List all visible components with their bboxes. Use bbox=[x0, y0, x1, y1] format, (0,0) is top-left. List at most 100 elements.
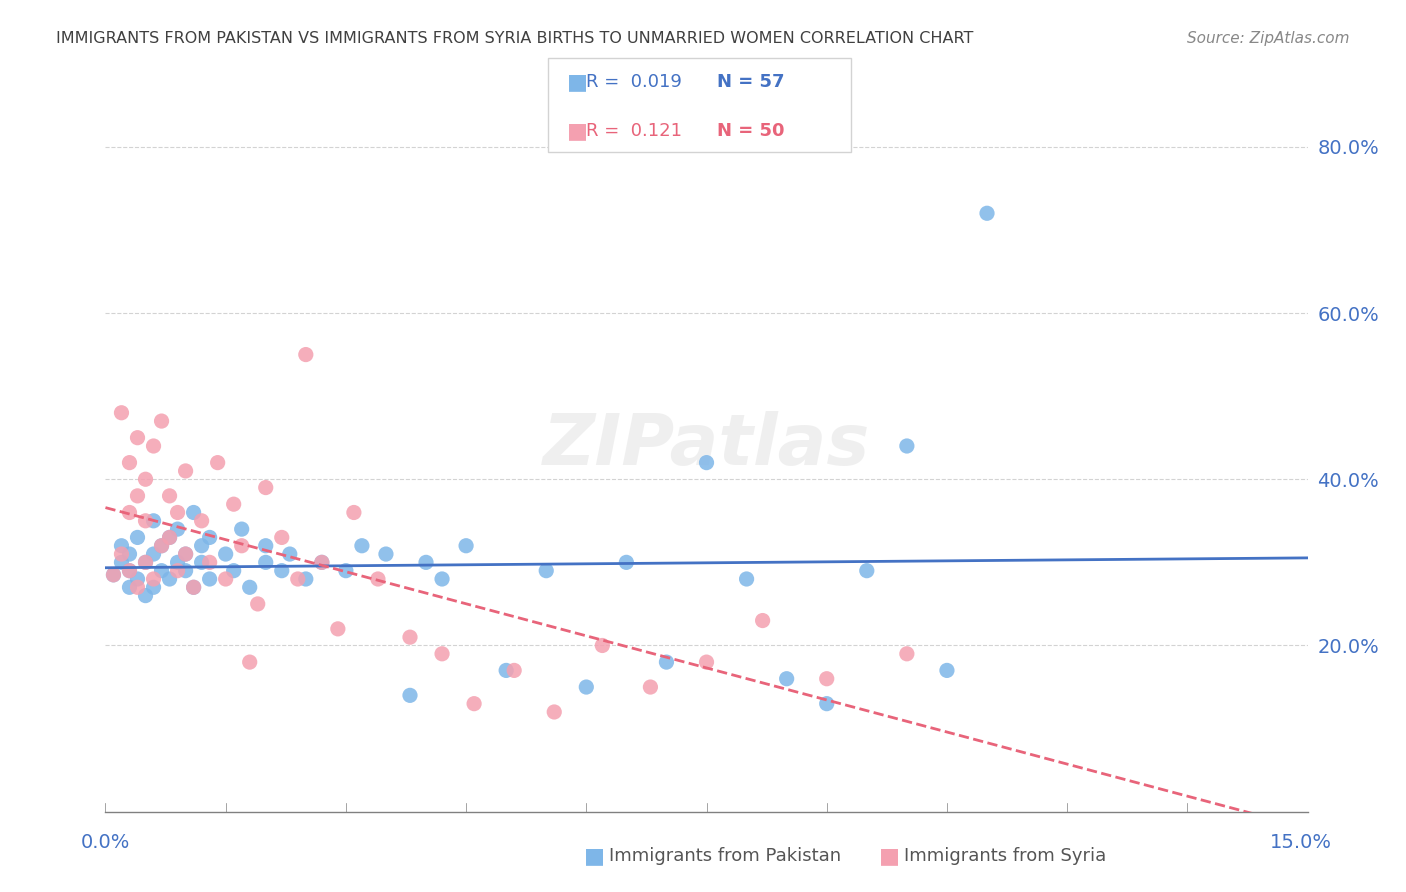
Point bbox=[135, 472, 157, 486]
Point bbox=[696, 456, 718, 470]
Point bbox=[150, 564, 173, 578]
Point bbox=[103, 567, 125, 582]
Point bbox=[135, 555, 157, 569]
Point bbox=[936, 664, 959, 678]
Point bbox=[159, 530, 181, 544]
Point bbox=[135, 514, 157, 528]
Point bbox=[142, 572, 165, 586]
Point bbox=[616, 555, 638, 569]
Point bbox=[183, 580, 205, 594]
Point bbox=[575, 680, 598, 694]
Point bbox=[976, 206, 998, 220]
Point bbox=[118, 564, 141, 578]
Point bbox=[142, 439, 165, 453]
Point bbox=[118, 580, 141, 594]
Point bbox=[174, 564, 197, 578]
Point bbox=[118, 456, 141, 470]
Point bbox=[150, 539, 173, 553]
Point bbox=[735, 572, 758, 586]
Point bbox=[463, 697, 485, 711]
Point bbox=[399, 689, 422, 703]
Point bbox=[231, 539, 253, 553]
Text: ■: ■ bbox=[567, 121, 588, 141]
Text: Source: ZipAtlas.com: Source: ZipAtlas.com bbox=[1187, 31, 1350, 46]
Point bbox=[127, 580, 149, 594]
Point bbox=[640, 680, 662, 694]
Point bbox=[495, 664, 517, 678]
Point bbox=[103, 567, 125, 582]
Point bbox=[150, 539, 173, 553]
Point bbox=[222, 497, 245, 511]
Point bbox=[118, 564, 141, 578]
Point bbox=[110, 539, 132, 553]
Point bbox=[295, 347, 318, 362]
Text: ■: ■ bbox=[879, 847, 900, 866]
Point bbox=[198, 572, 221, 586]
Point bbox=[118, 547, 141, 561]
Text: Immigrants from Pakistan: Immigrants from Pakistan bbox=[609, 847, 841, 865]
Point bbox=[430, 572, 453, 586]
Point bbox=[174, 547, 197, 561]
Point bbox=[110, 406, 132, 420]
Point bbox=[270, 530, 292, 544]
Text: IMMIGRANTS FROM PAKISTAN VS IMMIGRANTS FROM SYRIA BIRTHS TO UNMARRIED WOMEN CORR: IMMIGRANTS FROM PAKISTAN VS IMMIGRANTS F… bbox=[56, 31, 973, 46]
Point bbox=[246, 597, 269, 611]
Point bbox=[254, 555, 277, 569]
Text: N = 50: N = 50 bbox=[717, 122, 785, 140]
Point bbox=[311, 555, 333, 569]
Text: ZIPatlas: ZIPatlas bbox=[543, 411, 870, 481]
Point bbox=[159, 530, 181, 544]
Point bbox=[295, 572, 318, 586]
Point bbox=[127, 572, 149, 586]
Point bbox=[591, 639, 613, 653]
Point bbox=[190, 539, 212, 553]
Point bbox=[127, 530, 149, 544]
Point bbox=[254, 481, 277, 495]
Point bbox=[655, 655, 678, 669]
Point bbox=[287, 572, 309, 586]
Point bbox=[183, 580, 205, 594]
Point bbox=[254, 539, 277, 553]
Point bbox=[335, 564, 357, 578]
Point bbox=[135, 555, 157, 569]
Point bbox=[166, 555, 188, 569]
Point bbox=[166, 522, 188, 536]
Point bbox=[127, 489, 149, 503]
Point bbox=[503, 664, 526, 678]
Point bbox=[375, 547, 398, 561]
Point bbox=[207, 456, 229, 470]
Point bbox=[415, 555, 437, 569]
Point bbox=[430, 647, 453, 661]
Point bbox=[278, 547, 301, 561]
Point bbox=[543, 705, 565, 719]
Point bbox=[311, 555, 333, 569]
Point bbox=[142, 514, 165, 528]
Point bbox=[239, 655, 262, 669]
Point bbox=[270, 564, 292, 578]
Point bbox=[110, 555, 132, 569]
Point bbox=[150, 414, 173, 428]
Point bbox=[326, 622, 349, 636]
Point bbox=[350, 539, 373, 553]
Text: Immigrants from Syria: Immigrants from Syria bbox=[904, 847, 1107, 865]
Point bbox=[855, 564, 877, 578]
Point bbox=[190, 555, 212, 569]
Text: ■: ■ bbox=[583, 847, 605, 866]
Point bbox=[815, 672, 838, 686]
Point bbox=[142, 580, 165, 594]
Point bbox=[198, 555, 221, 569]
Point bbox=[536, 564, 558, 578]
Point bbox=[239, 580, 262, 594]
Text: R =  0.019: R = 0.019 bbox=[586, 73, 682, 91]
Point bbox=[696, 655, 718, 669]
Point bbox=[815, 697, 838, 711]
Point bbox=[222, 564, 245, 578]
Point bbox=[183, 506, 205, 520]
Text: 0.0%: 0.0% bbox=[80, 833, 131, 853]
Point bbox=[343, 506, 366, 520]
Point bbox=[214, 572, 236, 586]
Point bbox=[198, 530, 221, 544]
Point bbox=[751, 614, 773, 628]
Point bbox=[214, 547, 236, 561]
Point bbox=[456, 539, 478, 553]
